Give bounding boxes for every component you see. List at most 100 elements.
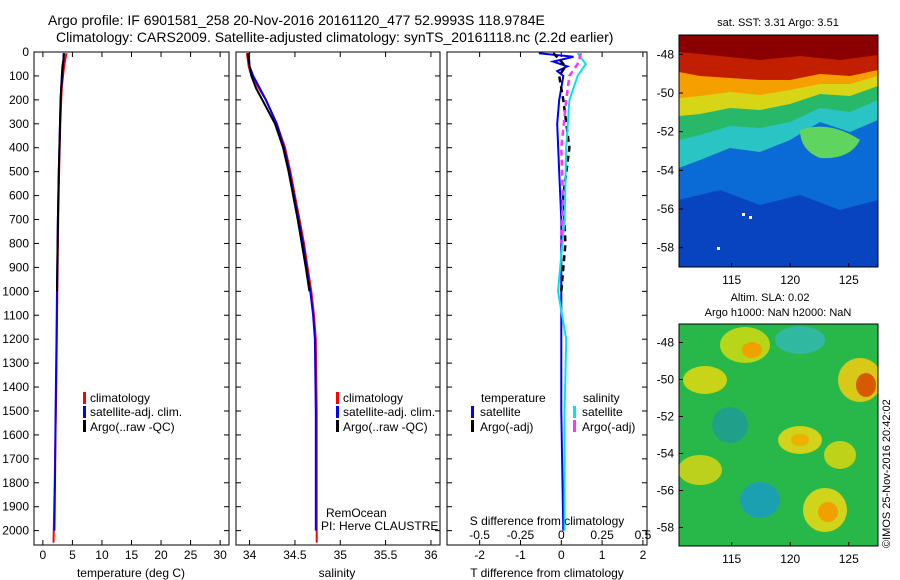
map-y-tick-label: -58 <box>657 521 675 535</box>
sst-band-darkred <box>679 35 878 60</box>
depth-tick-label: 1100 <box>3 308 29 322</box>
temperature-legend: climatology satellite-adj. clim. Argo(..… <box>83 391 182 434</box>
x-tick-label: -2 <box>474 548 485 562</box>
depth-tick-label: 1500 <box>2 404 29 418</box>
depth-tick-label: 1600 <box>2 428 29 442</box>
legend-label: satellite-adj. clim. <box>343 405 435 419</box>
depth-tick-label: 900 <box>9 260 29 274</box>
series-line-argo-raw-qc- <box>246 53 311 292</box>
x-tick-label: 25 <box>184 548 198 562</box>
map-x-tick-label: 115 <box>722 273 741 287</box>
depth-tick-label: 200 <box>9 93 29 107</box>
sla-blob <box>775 326 825 354</box>
difference-series <box>538 52 588 531</box>
map-y-tick-label: -56 <box>657 202 675 216</box>
depth-tick-label: 0 <box>22 45 29 59</box>
depth-tick-label: 400 <box>9 141 29 155</box>
x-tick-label: -1 <box>515 548 526 562</box>
depth-tick-label: 300 <box>9 117 29 131</box>
series-line-satellite-adj-clim- <box>53 53 65 531</box>
sla-blob <box>740 482 780 518</box>
legend-swatch-t-argo <box>471 420 474 432</box>
salinity-legend: climatology satellite-adj. clim. Argo(..… <box>336 391 435 434</box>
legend-swatch-argo <box>336 420 339 432</box>
legend-swatch-s-argo <box>573 420 576 432</box>
depth-axis: 0 100 200 300 400 500 600 700 800 900 1000 1100 1200… <box>2 45 647 538</box>
series-line-argo-raw-qc- <box>56 53 66 292</box>
depth-tick-label: 1300 <box>2 356 29 370</box>
depth-tick-label: 800 <box>9 236 29 250</box>
sla-map-title: Altim. SLA: 0.02 <box>731 292 810 304</box>
difference-panel <box>446 51 648 546</box>
sla-blob <box>683 366 727 394</box>
x-axes: 0 5 10 15 20 25 30 34 34.5 35 35.5 36 -2 -1 0 1 2 -0.5 -0.… <box>40 52 652 562</box>
depth-tick-label: 1700 <box>2 452 29 466</box>
temperature-xlabel: temperature (deg C) <box>77 566 185 580</box>
legend-swatch-satellite <box>83 406 86 418</box>
legend-swatch-climatology <box>336 392 339 404</box>
series-line-salinity-argo-adj- <box>560 52 583 244</box>
map-y-tick-label: -50 <box>657 373 675 387</box>
difference-legend: temperature salinity satellite Argo(-adj… <box>471 391 635 434</box>
sst-map-heatmap <box>679 35 878 267</box>
depth-tick-label: 1400 <box>2 380 29 394</box>
map-y-tick-label: -58 <box>657 241 675 255</box>
sla-blob <box>856 373 876 397</box>
series-line-satellite-adj-clim- <box>247 53 317 531</box>
x-tick-label: 30 <box>213 548 227 562</box>
depth-tick-label: 1000 <box>2 284 29 298</box>
x-tick-label: 2 <box>640 548 647 562</box>
map-y-tick-label: -54 <box>657 163 675 177</box>
remocean-annotation: RemOcean <box>326 506 387 520</box>
top-x-tick-label: 0.5 <box>635 528 652 542</box>
legend-swatch-argo <box>83 420 86 432</box>
x-tick-label: 15 <box>125 548 139 562</box>
map-x-tick-label: 120 <box>780 552 800 566</box>
map-x-tick-label: 115 <box>722 552 741 566</box>
x-tick-label: 35 <box>334 548 348 562</box>
x-tick-label: 34.5 <box>283 548 307 562</box>
x-tick-label: 36 <box>424 548 438 562</box>
x-tick-label: 0 <box>40 548 47 562</box>
series-line-salinity-satellite <box>556 52 588 531</box>
legend-swatch-climatology <box>83 392 86 404</box>
top-x-tick-label: -0.25 <box>507 528 535 542</box>
depth-tick-label: 600 <box>9 189 29 203</box>
legend-label: climatology <box>343 391 403 405</box>
map-y-tick-label: -54 <box>657 447 675 461</box>
depth-tick-label: 500 <box>9 165 29 179</box>
depth-tick-label: 100 <box>9 69 29 83</box>
legend-swatch-s-satellite <box>573 406 576 418</box>
map-x-tick-label: 120 <box>780 273 800 287</box>
legend-swatch-t-satellite <box>471 406 474 418</box>
sst-patch <box>800 126 860 159</box>
depth-tick-label: 2000 <box>2 524 29 538</box>
sst-land-pixel <box>717 247 720 250</box>
legend-label: satellite-adj. clim. <box>90 405 182 419</box>
depth-tick-label: 1200 <box>2 332 29 346</box>
map-y-tick-label: -48 <box>657 336 675 350</box>
map-y-tick-label: -52 <box>657 125 675 139</box>
sst-map-axes: 115 120 125 -48 -50 -52 -54 -56 -58 <box>657 47 859 287</box>
sla-base <box>679 324 878 546</box>
sst-map-title: sat. SST: 3.31 Argo: 3.51 <box>717 17 839 29</box>
salinity-xlabel: salinity <box>319 566 356 580</box>
x-tick-label: 35.5 <box>374 548 398 562</box>
map-x-tick-label: 125 <box>839 273 859 287</box>
x-tick-label: 0 <box>558 548 565 562</box>
sla-blob <box>742 342 762 358</box>
sla-map-heatmap <box>679 324 878 546</box>
top-x-tick-label: 0.25 <box>590 528 614 542</box>
sst-land-pixel <box>749 216 752 219</box>
sla-blob <box>679 455 722 485</box>
sla-blob <box>824 441 856 469</box>
map-y-tick-label: -56 <box>657 484 675 498</box>
legend-label: satellite <box>582 405 623 419</box>
map-y-tick-label: -48 <box>657 47 675 61</box>
legend-title-salinity: salinity <box>583 391 620 405</box>
sst-band-deepblue <box>679 190 878 267</box>
salinity-series <box>245 53 318 543</box>
temperature-panel <box>33 51 230 546</box>
depth-tick-label: 1800 <box>2 476 29 490</box>
